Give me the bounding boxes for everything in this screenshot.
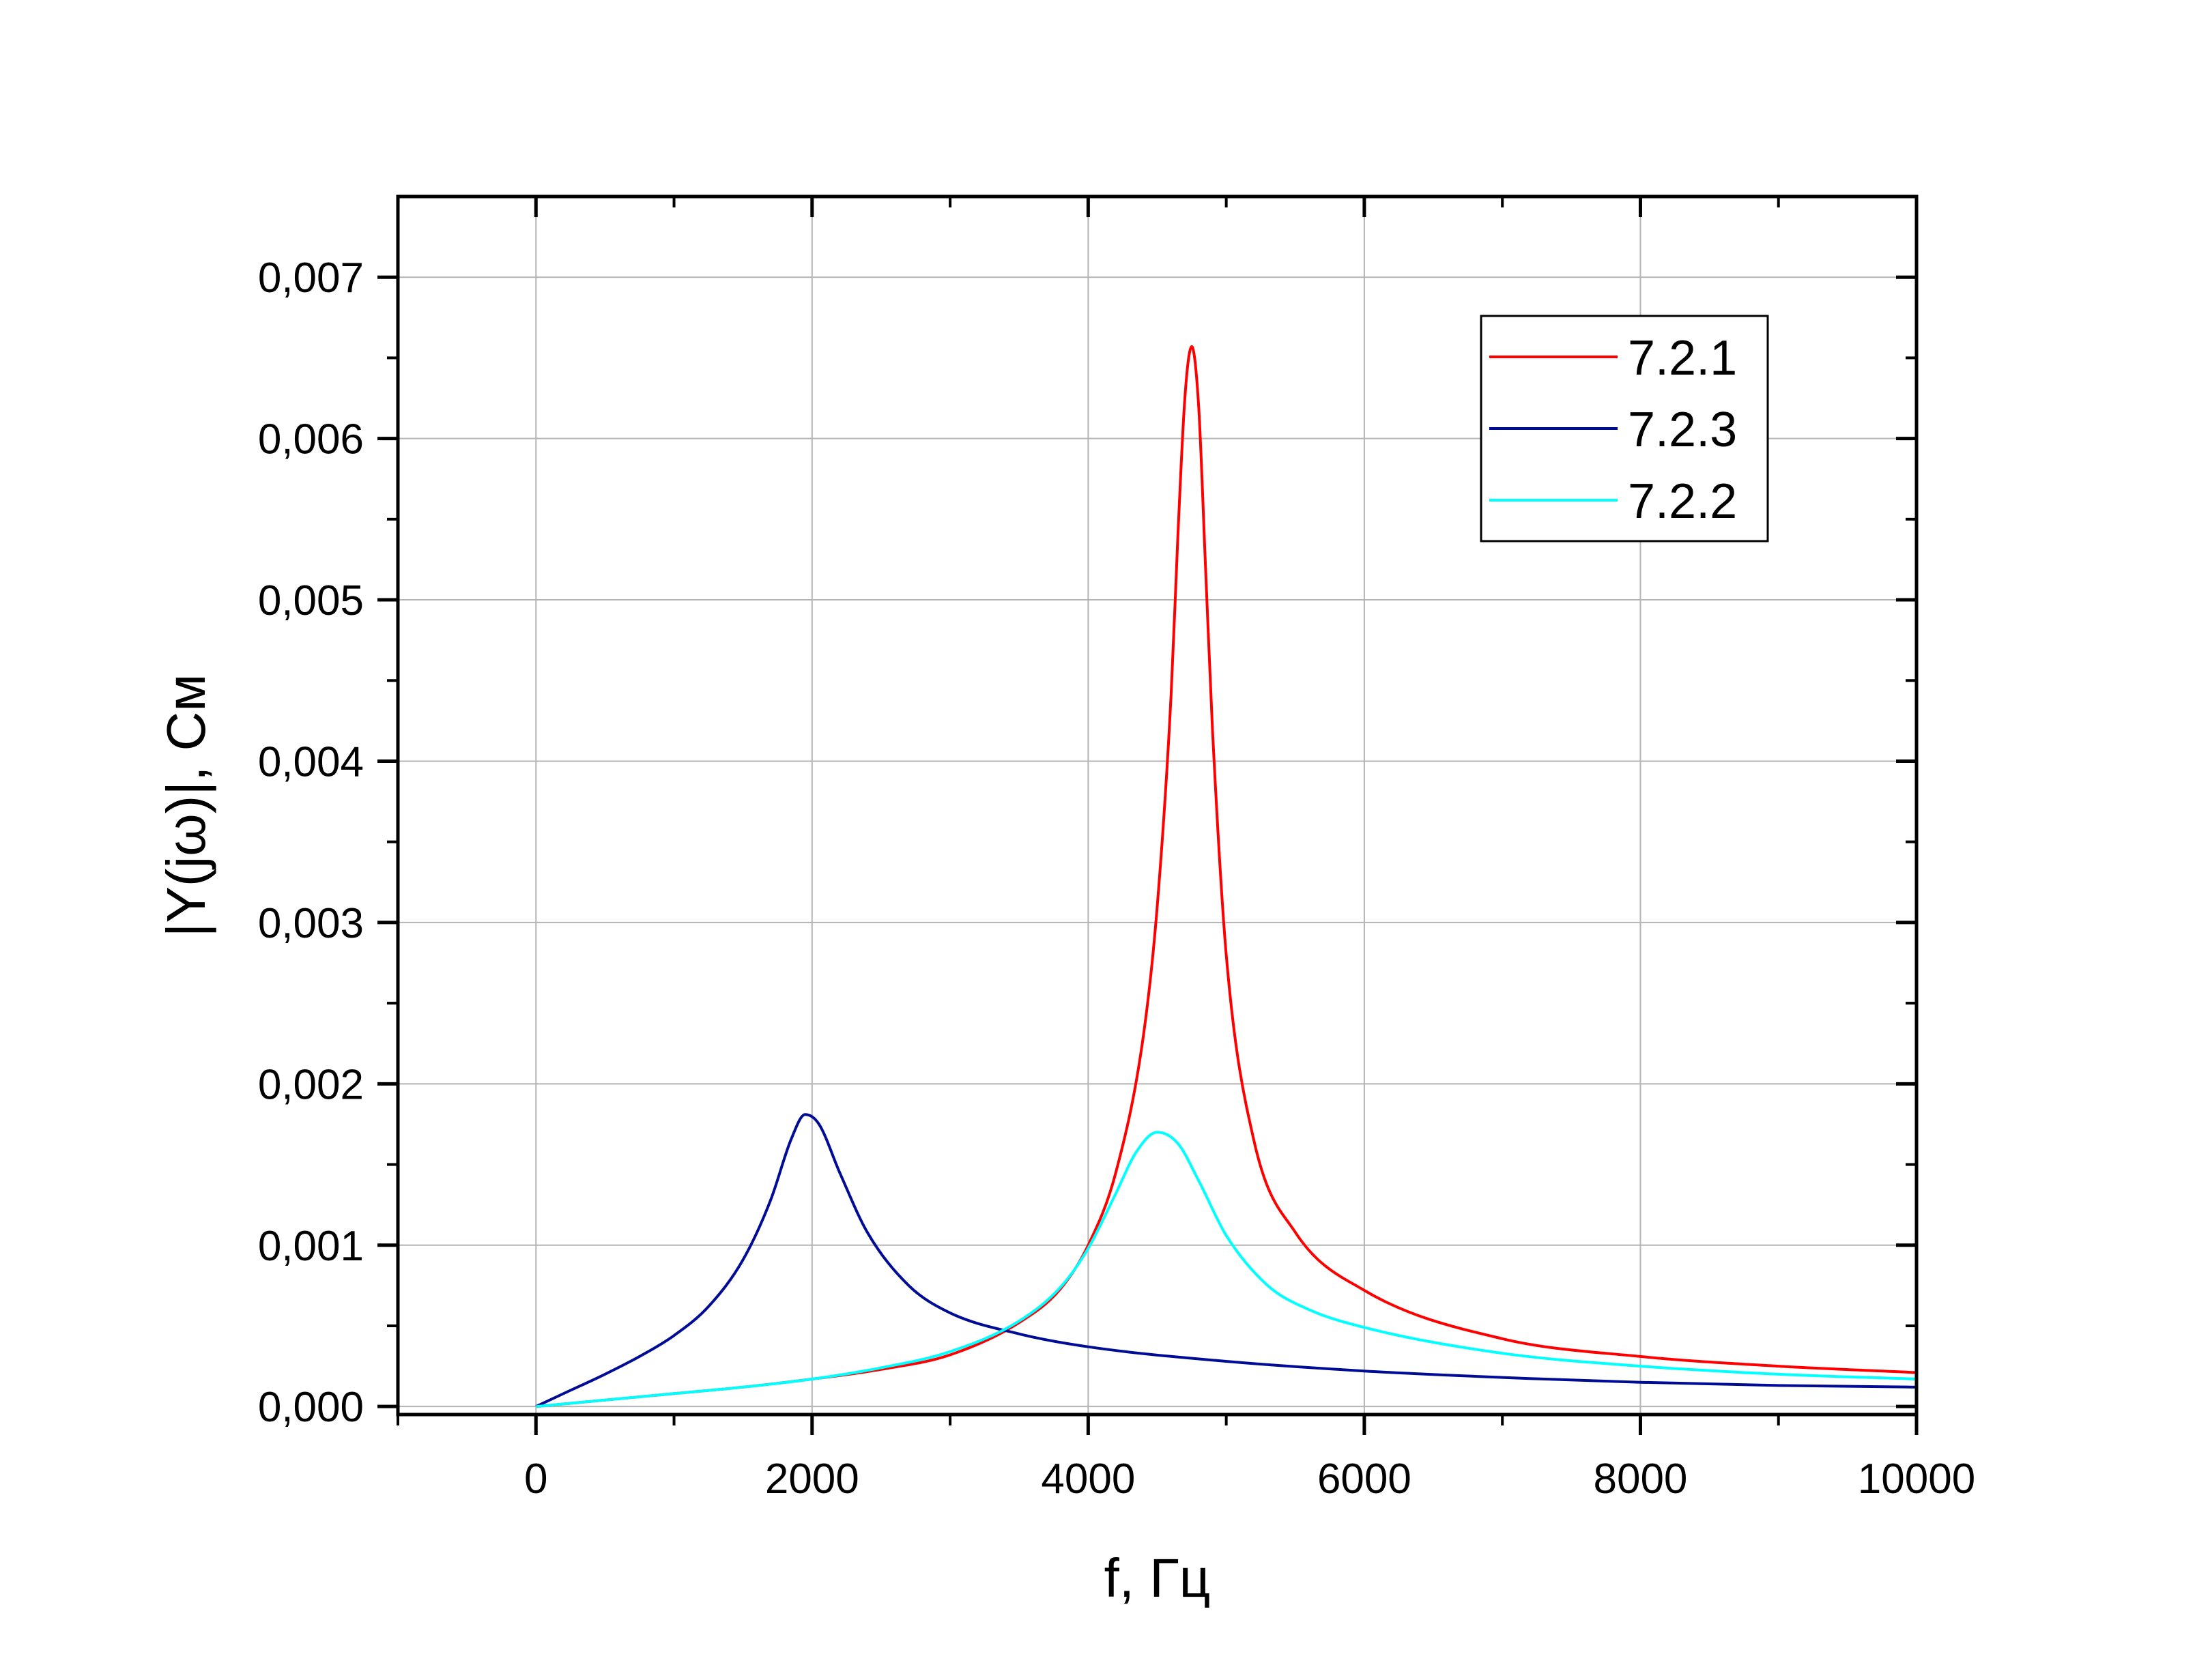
y-tick-label: 0,003 <box>258 900 364 947</box>
plot-frame <box>396 194 1919 1417</box>
series-line-7-2-3 <box>535 1113 1917 1408</box>
y-axis-title: |Y(jω)|, См <box>156 674 216 938</box>
legend-label: 7.2.1 <box>1628 331 1737 386</box>
y-tick-label: 0,002 <box>258 1061 364 1108</box>
plot-series <box>535 345 1917 1408</box>
legend-label: 7.2.3 <box>1628 403 1737 457</box>
x-tick-label: 0 <box>524 1455 547 1503</box>
y-tick-label: 0,000 <box>258 1384 364 1431</box>
y-tick-label: 0,007 <box>258 255 364 302</box>
x-axis-title: f, Гц <box>1104 1548 1211 1608</box>
x-tick-label: 4000 <box>1041 1455 1135 1503</box>
x-tick-label: 8000 <box>1593 1455 1687 1503</box>
tick-labels: 0 2000 4000 6000 8000 10000 0,000 0,001 0,002 0,0… <box>258 255 1975 1503</box>
x-tick-label: 6000 <box>1317 1455 1411 1503</box>
axis-ticks <box>377 197 1919 1435</box>
legend: 7.2.1 7.2.3 7.2.2 <box>1480 315 1769 542</box>
series-line-7-2-2 <box>536 1131 1917 1408</box>
legend-label: 7.2.2 <box>1628 474 1737 529</box>
y-tick-label: 0,001 <box>258 1223 364 1270</box>
series-line-7-2-1 <box>536 345 1917 1408</box>
y-tick-label: 0,006 <box>258 416 364 463</box>
y-tick-label: 0,005 <box>258 577 364 624</box>
x-tick-label: 10000 <box>1858 1455 1975 1503</box>
y-tick-label: 0,004 <box>258 738 364 785</box>
x-tick-label: 2000 <box>765 1455 859 1503</box>
